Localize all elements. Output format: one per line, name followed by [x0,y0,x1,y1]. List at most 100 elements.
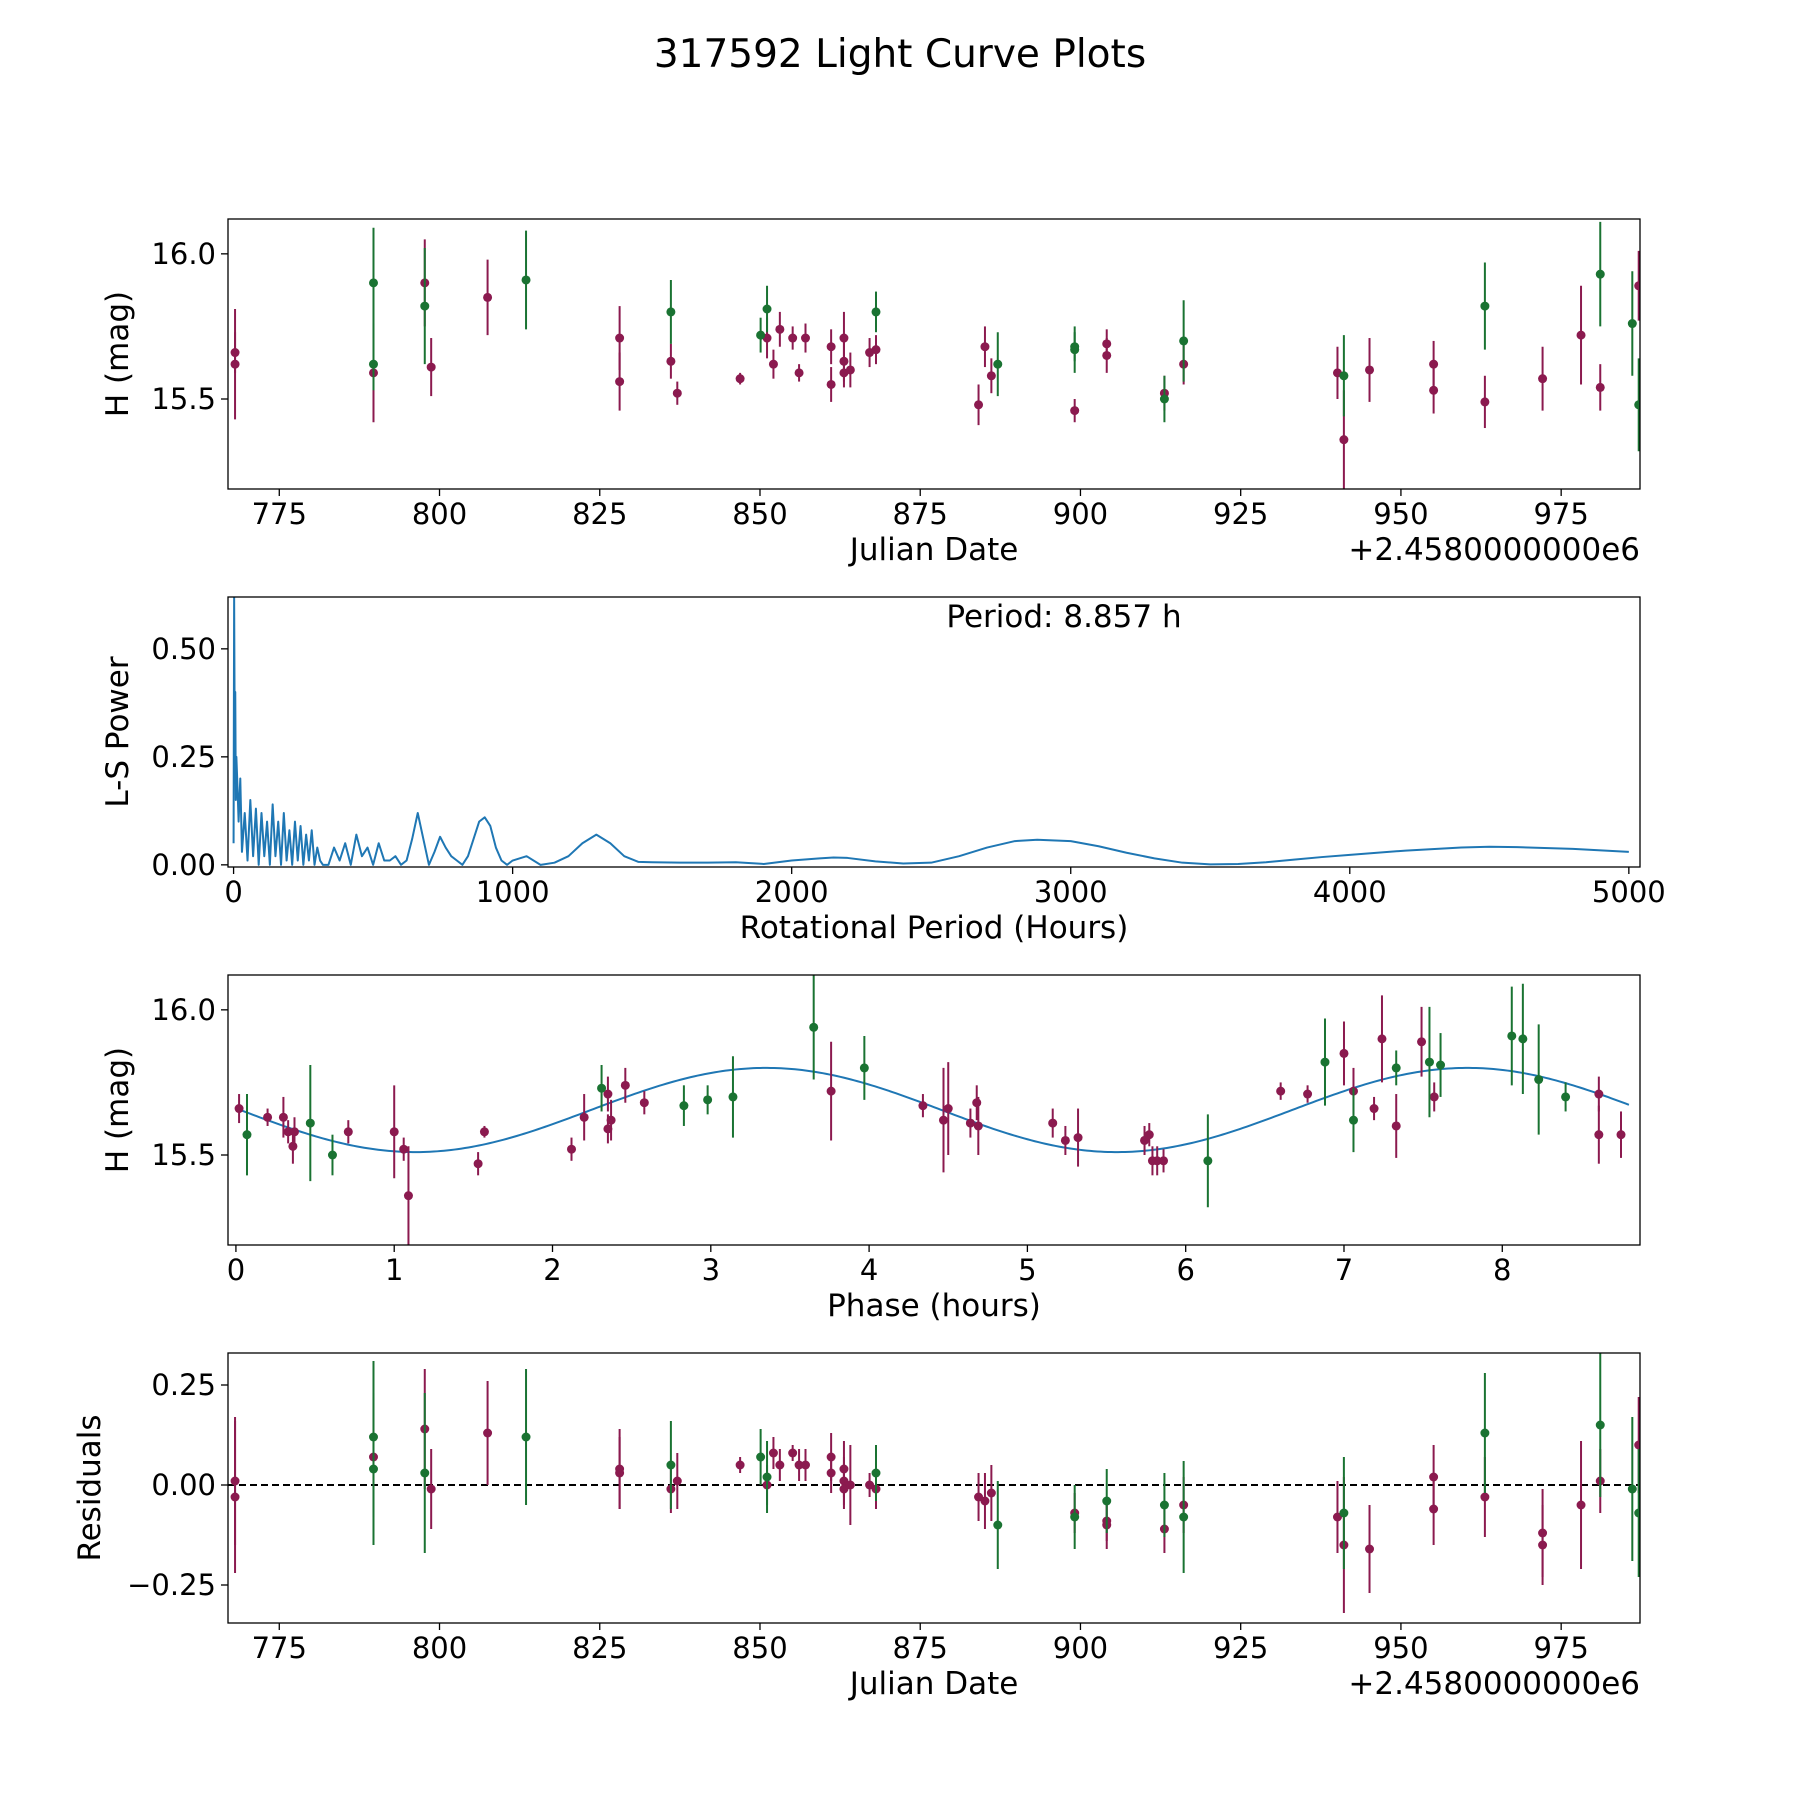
x-tick-label: 975 [1533,1631,1588,1665]
subplot-phased: 0 1 2 3 4 5 6 7 8 15.5 16.0 Phase (hours) H (mag) [100,974,1641,1324]
data-point-filter-2 [1634,1508,1640,1518]
data-point-filter-1 [403,1191,413,1201]
data-point-filter-1 [974,1492,984,1502]
data-point-filter-1 [1365,365,1375,375]
data-point-filter-1 [1276,1086,1286,1096]
subplot-periodogram: 0 1000 2000 3000 4000 5000 0.00 0.25 0.50 Rotatio… [100,596,1666,946]
data-point-filter-1 [1538,374,1548,384]
axes-frame [227,1352,1641,1624]
y-tick-label: 15.5 [151,382,216,416]
data-point-filter-2 [521,275,531,285]
data-point-filter-1 [974,400,984,410]
data-point-filter-1 [263,1112,273,1122]
data-point-filter-1 [1339,435,1349,445]
subplots: 775 800 825 850 875 900 925 950 97515.516.0Julia… [72,218,1666,1702]
plot-area [234,975,1630,1245]
data-point-filter-1 [1634,281,1640,291]
data-point-filter-1 [426,362,436,372]
data-point-filter-2 [762,304,772,314]
y-tick-label: −0.25 [127,1568,216,1602]
data-point-filter-1 [1369,1104,1379,1114]
data-point-filter-1 [1417,1037,1427,1047]
x-tick-label: 950 [1373,497,1428,531]
plot-area [228,1353,1640,1613]
data-point-filter-1 [1144,1130,1154,1140]
data-point-filter-1 [794,1460,804,1470]
data-point-filter-1 [426,1484,436,1494]
data-point-filter-1 [788,333,798,343]
data-point-filter-1 [615,377,625,387]
data-point-filter-1 [1339,1048,1349,1058]
data-point-filter-1 [826,1468,836,1478]
x-tick-label: 875 [893,497,948,531]
data-point-filter-1 [943,1104,953,1114]
data-point-filter-2 [993,359,1003,369]
data-point-filter-1 [579,1112,589,1122]
data-point-filter-2 [1436,1060,1446,1070]
data-point-filter-1 [639,1098,649,1108]
data-point-filter-1 [1594,1130,1604,1140]
data-point-filter-1 [972,1098,982,1108]
data-point-filter-1 [1152,1156,1162,1166]
data-point-filter-1 [615,1468,625,1478]
subplot-residuals: 775 800 825 850 875 900 925 950 975 −0.25 0.00 0.25… [72,1352,1641,1702]
plot-area [232,597,1629,866]
y-tick-label: 15.5 [151,1138,216,1172]
data-point-filter-2 [1595,269,1605,279]
data-point-filter-1 [871,345,881,355]
x-tick-label: 8 [1493,1253,1511,1287]
data-point-filter-1 [1576,1500,1586,1510]
data-point-filter-2 [1627,319,1637,329]
data-point-filter-1 [918,1101,928,1111]
x-tick-label: 875 [893,1631,948,1665]
model-fit-curve [238,1066,1630,1154]
x-offset-label: +2.4580000000e6 [1348,532,1640,568]
x-axis-label: Rotational Period (Hours) [740,910,1129,946]
y-tick-label: 0.25 [151,1368,216,1402]
data-point-filter-2 [1480,301,1490,311]
x-tick-label: 6 [1176,1253,1194,1287]
data-point-filter-1 [567,1144,577,1154]
figure-title: 317592 Light Curve Plots [654,32,1146,77]
data-point-filter-1 [1595,382,1605,392]
data-point-filter-1 [938,1115,948,1125]
data-point-filter-2 [420,301,430,311]
data-point-filter-1 [1429,1504,1439,1514]
data-point-filter-1 [1060,1135,1070,1145]
data-point-filter-1 [775,1460,785,1470]
data-point-filter-2 [368,1464,378,1474]
data-point-filter-1 [1159,1156,1169,1166]
x-tick-label: 4 [860,1253,878,1287]
x-tick-label: 5 [1018,1253,1036,1287]
data-point-filter-1 [986,1488,996,1498]
data-point-filter-2 [666,1460,676,1470]
data-point-filter-1 [788,1448,798,1458]
data-point-filter-1 [1365,1544,1375,1554]
x-tick-label: 775 [252,1631,307,1665]
x-tick-label: 5000 [1592,875,1666,909]
data-point-filter-1 [1102,339,1112,349]
data-point-filter-1 [1391,1121,1401,1131]
data-point-filter-2 [1179,1512,1189,1522]
power-series-line [232,597,1629,866]
data-point-filter-1 [1429,1092,1439,1102]
y-axis-label: L-S Power [100,656,136,807]
data-point-filter-2 [1507,1031,1517,1041]
data-point-filter-2 [1634,400,1640,410]
data-point-filter-1 [980,342,990,352]
data-point-filter-2 [368,278,378,288]
data-point-filter-2 [666,307,676,317]
y-tick-label: 0.50 [151,632,216,666]
data-point-filter-1 [389,1127,399,1137]
x-tick-label: 975 [1533,497,1588,531]
data-point-filter-1 [826,342,836,352]
data-point-filter-1 [603,1089,613,1099]
data-point-filter-1 [283,1127,293,1137]
x-axis-label: Julian Date [848,1666,1019,1702]
data-point-filter-1 [230,1492,240,1502]
axes-frame [227,218,1641,490]
data-point-filter-2 [703,1095,713,1105]
y-tick-label: 0.00 [151,1468,216,1502]
data-point-filter-2 [756,1452,766,1462]
data-point-filter-2 [242,1130,252,1140]
